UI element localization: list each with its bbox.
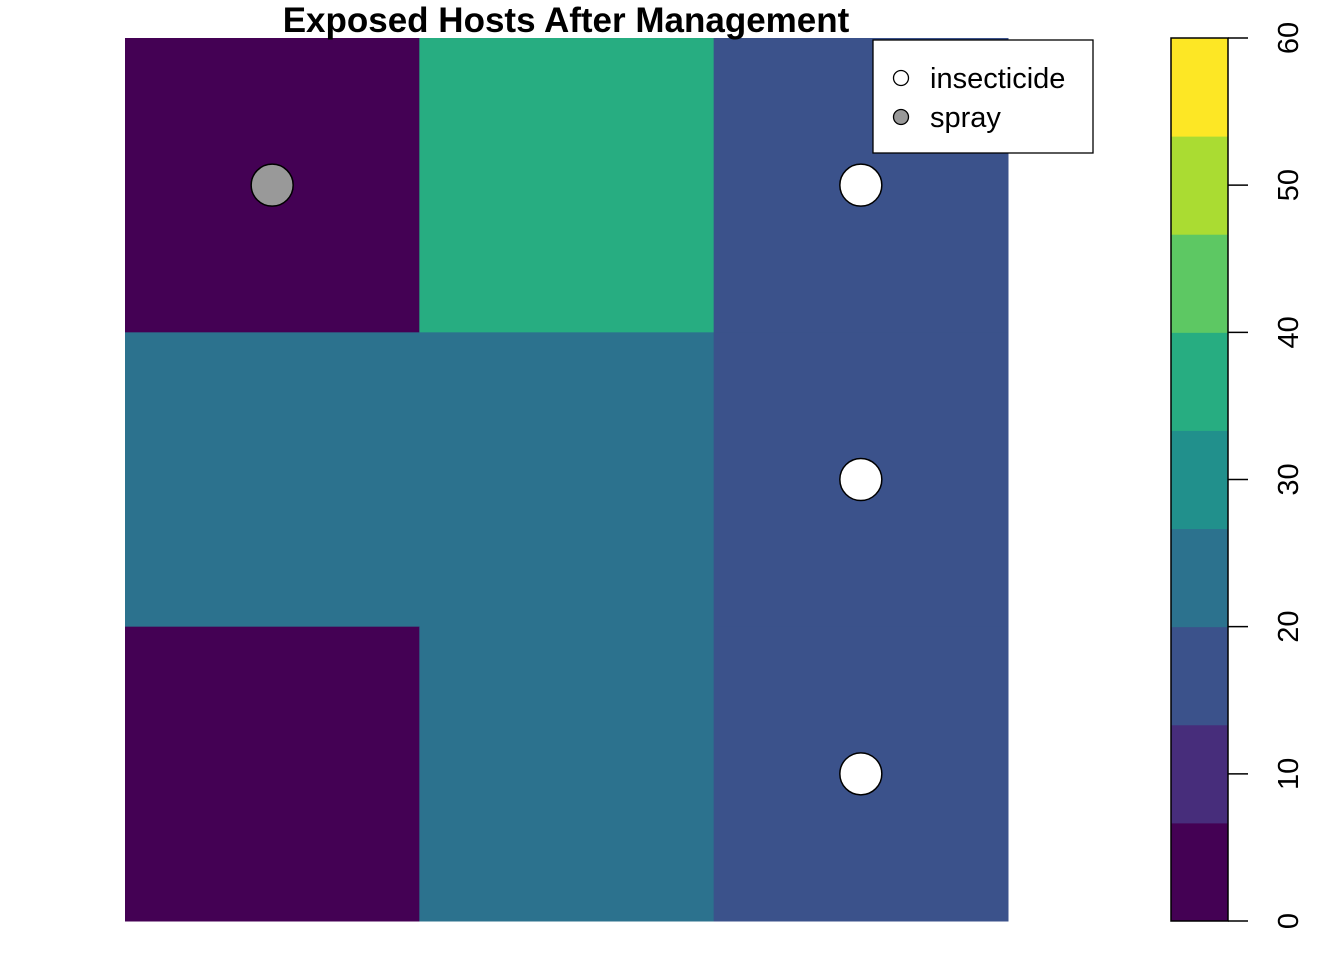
colorbar-bin <box>1171 822 1228 922</box>
chart-title: Exposed Hosts After Management <box>283 1 850 40</box>
colorbar: 0 10 20 30 40 50 60 <box>1170 22 1305 929</box>
insecticide-point <box>839 752 883 796</box>
colorbar-tick-label: 40 <box>1273 316 1305 348</box>
colorbar-tick-label: 0 <box>1273 913 1305 929</box>
legend: insecticide spray <box>872 39 1094 154</box>
legend-label: insecticide <box>930 63 1065 95</box>
heatmap-cell <box>419 626 715 922</box>
colorbar-bin <box>1171 332 1228 431</box>
heatmap-cells <box>125 38 1009 922</box>
colorbar-tick-label: 20 <box>1273 611 1305 643</box>
heatmap-cell <box>419 332 715 628</box>
colorbar-tick-label: 30 <box>1273 463 1305 495</box>
heatmap-cell <box>125 332 420 628</box>
insecticide-point <box>839 163 883 207</box>
legend-box <box>872 39 1094 154</box>
colorbar-bin <box>1171 234 1228 333</box>
management-points <box>250 163 883 796</box>
legend-swatch <box>892 69 910 87</box>
colorbar-bin <box>1171 724 1228 824</box>
colorbar-bin <box>1171 136 1228 235</box>
heatmap-cell <box>125 626 420 922</box>
legend-swatch <box>892 108 910 126</box>
colorbar-bin <box>1171 38 1228 137</box>
colorbar-bin <box>1171 626 1228 726</box>
colorbar-bin <box>1171 430 1228 530</box>
spray-point <box>250 163 294 207</box>
colorbar-tick-label: 60 <box>1273 22 1305 54</box>
colorbar-tick-label: 10 <box>1273 758 1305 790</box>
colorbar-bin <box>1171 528 1228 628</box>
legend-label: spray <box>930 102 1001 134</box>
insecticide-point <box>839 457 883 502</box>
colorbar-tick-label: 50 <box>1273 169 1305 201</box>
heatmap-cell <box>419 38 715 333</box>
